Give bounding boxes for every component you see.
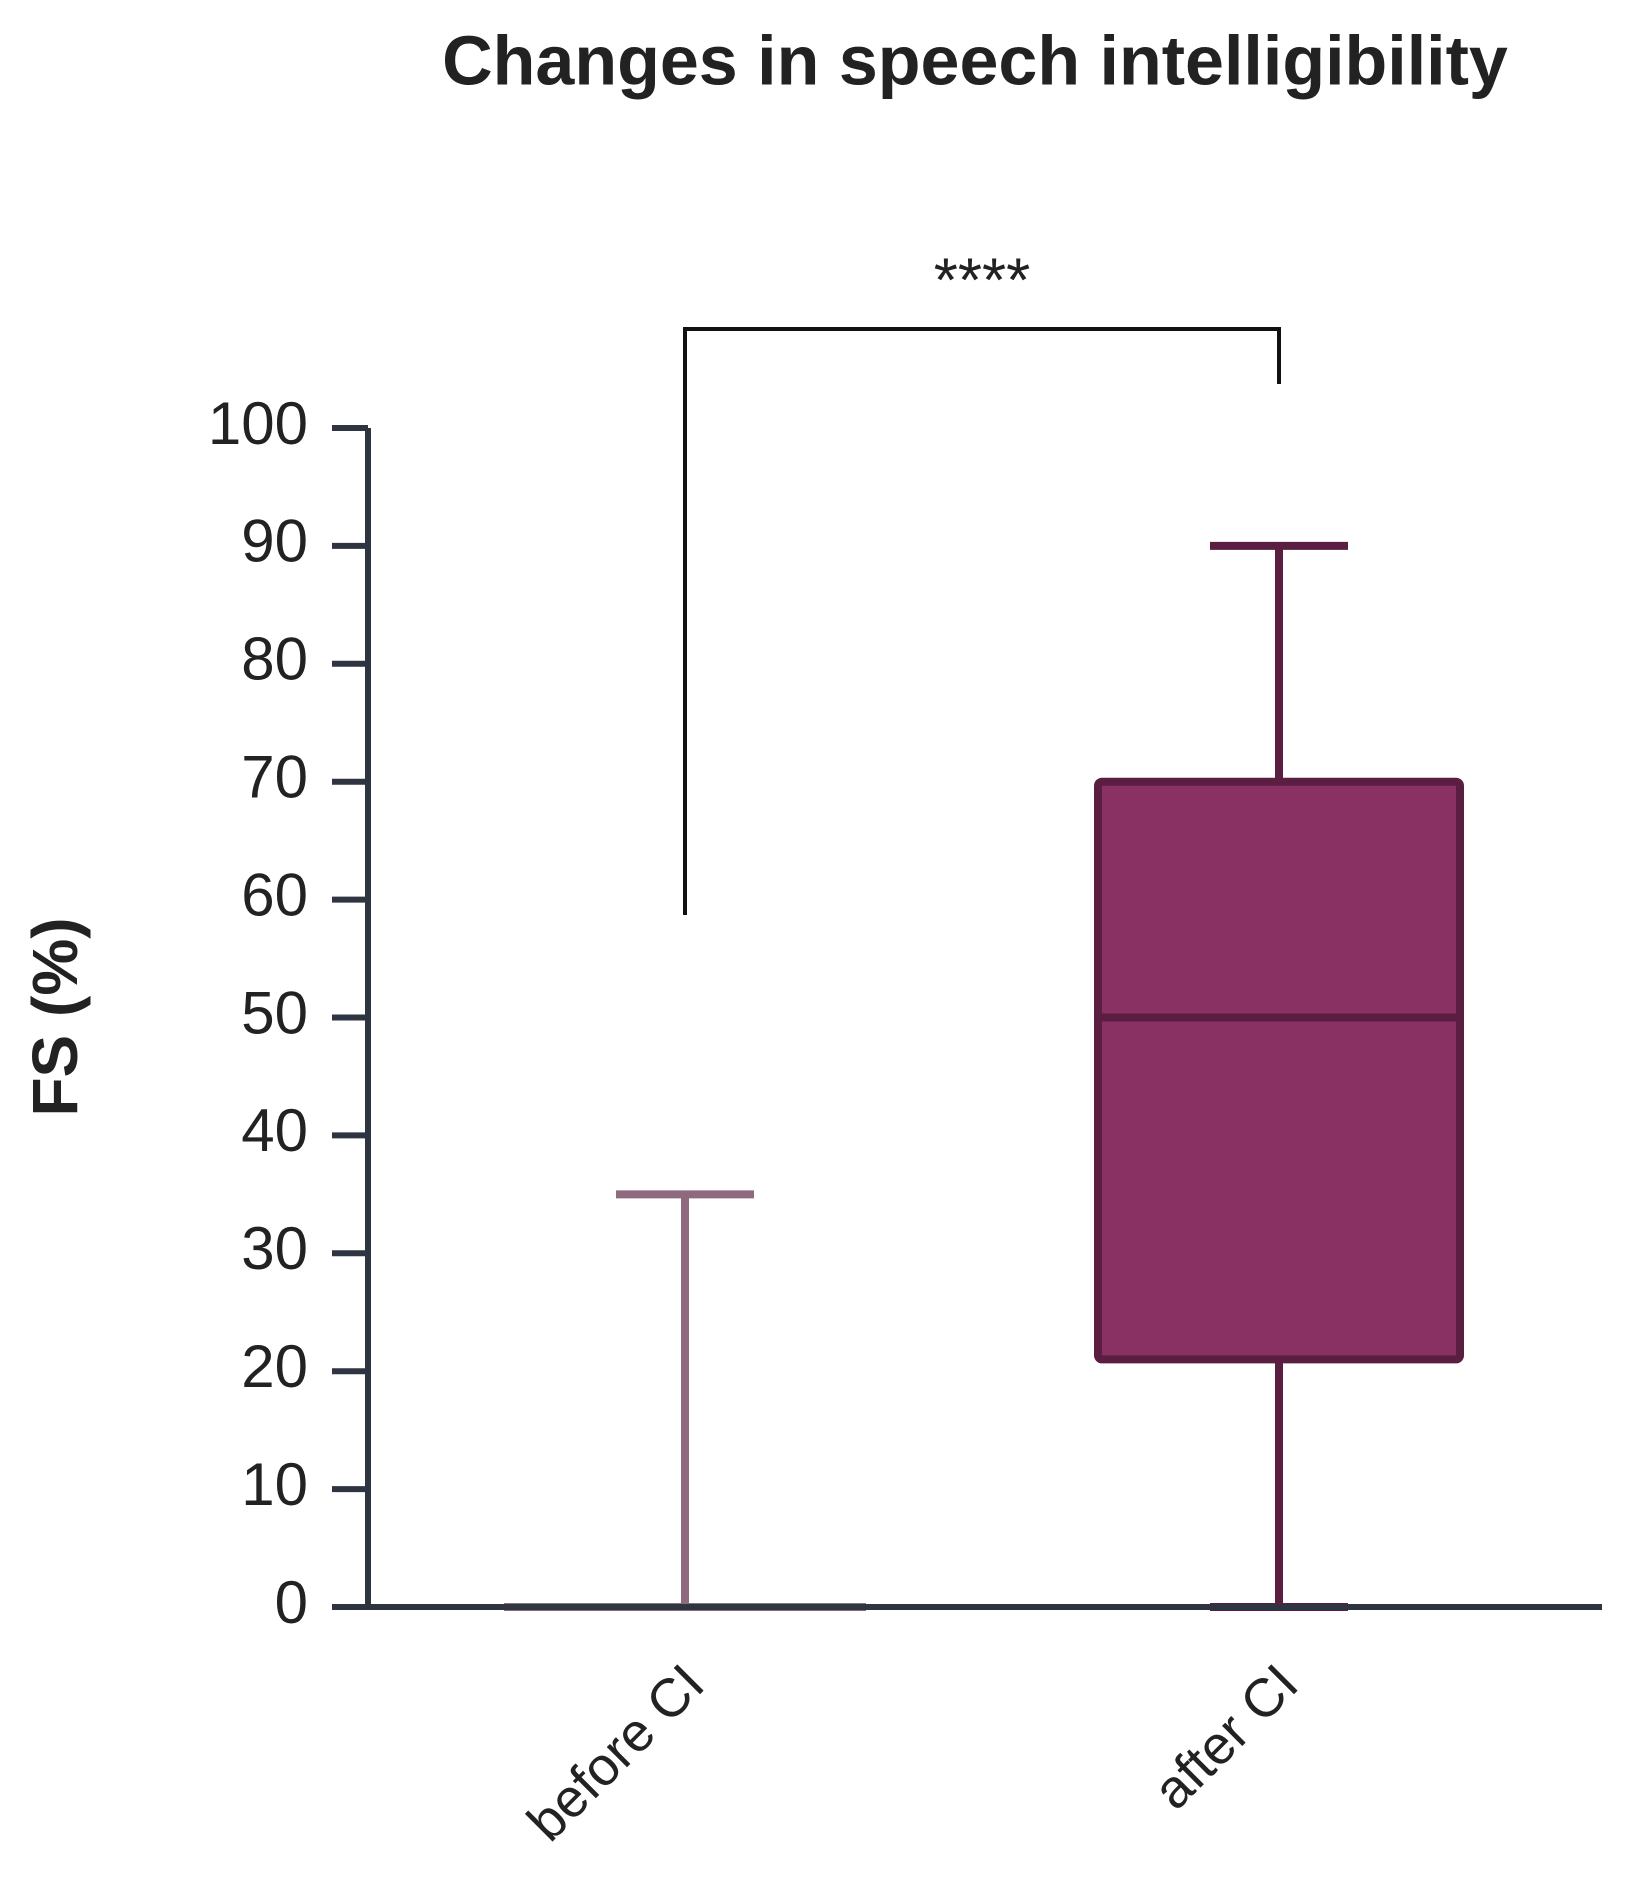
- chart-title: Changes in speech intelligibility: [442, 21, 1508, 99]
- y-tick-label: 0: [275, 1569, 308, 1636]
- y-tick-label: 70: [241, 744, 308, 811]
- y-tick-label: 100: [208, 390, 308, 457]
- y-tick-label: 40: [241, 1097, 308, 1164]
- y-axis-label: FS (%): [19, 917, 91, 1116]
- x-tick-label: after CI: [1142, 1653, 1310, 1821]
- box: [1094, 777, 1464, 1364]
- significance-bracket: [683, 327, 1281, 915]
- y-tick-label: 50: [241, 979, 308, 1046]
- y-tick-label: 10: [241, 1451, 308, 1518]
- y-tick-label: 90: [241, 508, 308, 575]
- y-tick-label: 30: [241, 1215, 308, 1282]
- x-tick-label: before CI: [516, 1653, 715, 1852]
- y-tick-label: 20: [241, 1333, 308, 1400]
- y-tick-label: 80: [241, 626, 308, 693]
- y-tick-label: 60: [241, 861, 308, 928]
- significance-label: ****: [934, 246, 1031, 315]
